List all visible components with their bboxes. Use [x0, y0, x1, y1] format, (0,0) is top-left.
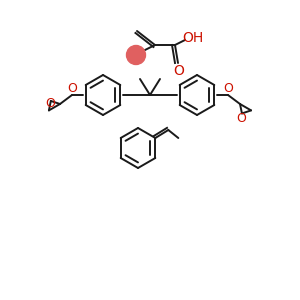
- Text: O: O: [236, 112, 246, 125]
- Text: O: O: [67, 82, 77, 95]
- Circle shape: [127, 46, 146, 64]
- Text: O: O: [223, 82, 233, 95]
- Text: OH: OH: [182, 31, 204, 45]
- Text: O: O: [45, 97, 55, 110]
- Text: O: O: [174, 64, 184, 78]
